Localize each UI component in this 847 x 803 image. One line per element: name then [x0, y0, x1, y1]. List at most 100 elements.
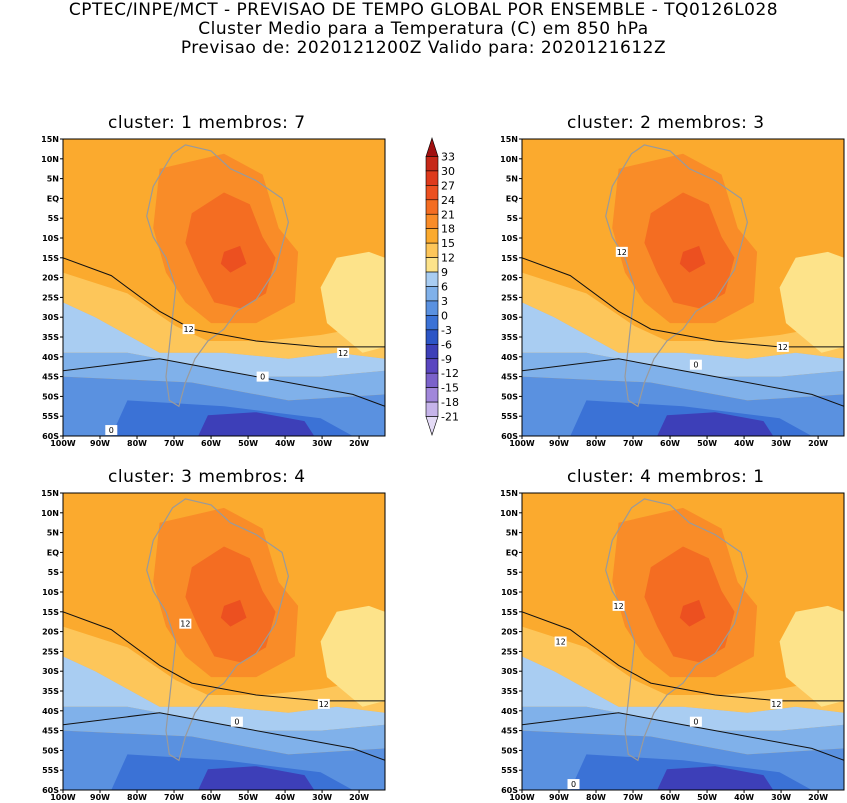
lat-tick-label: 10N — [500, 509, 518, 518]
temperature-pale-band — [779, 251, 844, 353]
colorbar-segment — [425, 315, 439, 331]
lon-tick-label: 30W — [312, 439, 332, 448]
lat-tick-label: 20S — [42, 628, 59, 637]
lat-tick-label: 35S — [501, 333, 518, 342]
temperature-red-core — [679, 245, 706, 273]
lat-tick-label: 5S — [507, 568, 519, 577]
colorbar-label: -3 — [441, 324, 452, 337]
map-panel-2: 15N 10N 5N EQ 5S 10S 15S 20S 25S 30S 35S 40S 45S 50S 5… — [500, 135, 845, 448]
lon-tick-label: 30W — [771, 439, 791, 448]
panel-frame — [62, 492, 386, 791]
colorbar-segment — [425, 228, 439, 244]
temperature-purple-patch — [657, 766, 774, 790]
temperature-pale-band — [320, 605, 385, 707]
lat-tick-label: 30S — [501, 313, 518, 322]
lon-tick-label: 100W — [50, 439, 76, 448]
temperature-red-core — [220, 245, 247, 273]
lat-tick-label: 15N — [500, 489, 518, 498]
lat-tick-label: 10S — [501, 234, 518, 243]
colorbar-segment — [425, 242, 439, 258]
lat-tick-label: EQ — [47, 194, 59, 203]
lat-tick-label: 15N — [41, 135, 59, 144]
lat-tick-label: 55S — [42, 766, 59, 775]
lat-tick-label: 25S — [501, 647, 518, 656]
lat-tick-label: 25S — [501, 293, 518, 302]
lon-tick-label: 40W — [275, 439, 295, 448]
colorbar-segment — [425, 271, 439, 287]
south-america-outline — [146, 144, 290, 408]
lat-tick-label: EQ — [506, 194, 518, 203]
temperature-purple-patch — [198, 412, 315, 436]
colorbar-segment — [425, 416, 439, 436]
lat-tick-label: 35S — [42, 333, 59, 342]
contour-label: 0 — [109, 426, 114, 435]
contour-label: 0 — [693, 718, 698, 727]
map-panel-1: 15N 10N 5N EQ 5S 10S 15S 20S 25S 30S 35S 40S 45S 50S 5… — [41, 135, 386, 448]
lon-tick-label: 30W — [312, 793, 332, 802]
lat-tick-label: 40S — [42, 707, 59, 716]
lat-tick-label: 15S — [501, 254, 518, 263]
lat-tick-label: 5N — [47, 529, 59, 538]
lat-tick-label: 60S — [501, 786, 518, 795]
colorbar-label: -12 — [441, 367, 459, 380]
temperature-mid-blue-band — [522, 706, 844, 755]
colorbar-segment — [425, 329, 439, 345]
lon-tick-label: 100W — [50, 793, 76, 802]
colorbar-segment — [425, 185, 439, 201]
lat-tick-label: 45S — [501, 727, 518, 736]
colorbar-segment — [425, 401, 439, 417]
lat-tick-label: 60S — [501, 432, 518, 441]
contour-label: 12 — [617, 248, 627, 257]
lat-tick-label: 5S — [48, 214, 60, 223]
lon-tick-label: 20W — [349, 793, 369, 802]
lon-tick-label: 40W — [275, 793, 295, 802]
lat-tick-label: 55S — [501, 412, 518, 421]
contour-label: 12 — [319, 700, 329, 709]
lon-tick-label: 80W — [127, 439, 147, 448]
lat-tick-label: 5S — [507, 214, 519, 223]
contour-label: 12 — [778, 343, 788, 352]
lon-tick-label: 70W — [164, 439, 184, 448]
lat-tick-label: 45S — [42, 373, 59, 382]
header-line-3: Previsao de: 2020121200Z Valido para: 20… — [180, 38, 667, 58]
lat-tick-label: 50S — [501, 392, 518, 401]
header-line-2: Cluster Medio para a Temperatura (C) em … — [198, 19, 649, 39]
lon-tick-label: 50W — [238, 439, 258, 448]
lat-tick-label: EQ — [506, 548, 518, 557]
colorbar-label: 33 — [441, 150, 455, 163]
colorbar-segment — [425, 343, 439, 360]
lat-tick-label: 15S — [501, 608, 518, 617]
lon-tick-label: 60W — [660, 793, 680, 802]
colorbar-label: 9 — [441, 266, 448, 279]
contour-label: 0 — [571, 780, 576, 789]
contour-label: 12 — [614, 602, 624, 611]
lon-tick-label: 40W — [734, 793, 754, 802]
contour-label: 0 — [260, 373, 265, 382]
temperature-light-blue-band — [63, 302, 385, 377]
lat-tick-label: 60S — [42, 432, 59, 441]
lat-tick-label: 25S — [42, 293, 59, 302]
lat-tick-label: 15S — [42, 608, 59, 617]
lon-tick-label: 80W — [586, 439, 606, 448]
lon-tick-label: 90W — [90, 439, 110, 448]
lat-tick-label: 30S — [42, 667, 59, 676]
lat-tick-label: 50S — [501, 746, 518, 755]
temperature-light-blue-band — [522, 656, 844, 731]
lat-tick-label: 50S — [42, 746, 59, 755]
lat-tick-label: 45S — [42, 727, 59, 736]
map-panel-3: 15N 10N 5N EQ 5S 10S 15S 20S 25S 30S 35S 40S 45S 50S 5… — [41, 489, 386, 802]
contour-label: 0 — [234, 718, 239, 727]
lat-tick-label: 40S — [501, 353, 518, 362]
temperature-mid-blue-band — [63, 706, 385, 755]
contour-0 — [63, 358, 385, 407]
panel-frame — [521, 138, 845, 437]
colorbar-label: -9 — [441, 353, 452, 366]
colorbar-label: 3 — [441, 295, 448, 308]
colorbar-label: 27 — [441, 179, 455, 192]
lon-tick-label: 90W — [90, 793, 110, 802]
temperature-purple-patch — [657, 412, 774, 436]
lat-tick-label: 10S — [42, 234, 59, 243]
lon-tick-label: 90W — [549, 793, 569, 802]
lat-tick-label: 40S — [501, 707, 518, 716]
